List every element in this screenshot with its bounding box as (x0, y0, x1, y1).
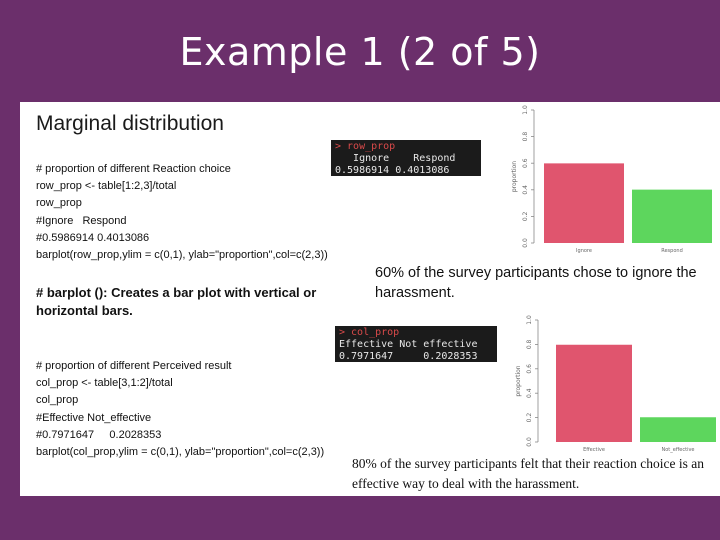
y-tick-label: 0.0 (522, 238, 529, 248)
code-line: #0.5986914 0.4013086 (36, 231, 150, 244)
category-label: Effective (583, 447, 605, 453)
y-axis-label: proportion (511, 161, 518, 192)
barplot-svg: 0.0 0.2 0.4 0.6 0.8 1.0 proportion Ignore Respon… (511, 105, 712, 254)
y-tick-label: 0.6 (522, 158, 529, 168)
console-prompt: > row_prop (335, 141, 396, 152)
code-line: #0.7971647 0.2028353 (36, 428, 162, 441)
console-values: 0.7971647 0.2028353 (339, 351, 478, 362)
y-tick-label: 0.2 (526, 413, 533, 423)
y-tick-label: 0.2 (522, 211, 529, 221)
bar (544, 163, 624, 243)
code-line: barplot(row_prop,ylim = c(0,1), ylab="pr… (36, 249, 328, 262)
y-tick-label: 0.4 (526, 388, 533, 398)
y-axis-label: proportion (515, 365, 522, 396)
footer-bar (0, 496, 720, 540)
slide-title: Example 1 (2 of 5) (179, 30, 541, 74)
code-block-col-prop: # proportion of different Perceived resu… (36, 358, 324, 461)
bar (632, 189, 712, 243)
code-line: row_prop (36, 197, 82, 210)
caption-perceived: 80% of the survey participants felt that… (352, 456, 704, 491)
category-label: Respond (661, 248, 683, 254)
console-header: Effective Not effective (339, 339, 478, 350)
y-tick-label: 0.0 (526, 437, 533, 447)
y-tick-label: 0.8 (526, 339, 533, 349)
console-values: 0.5986914 0.4013086 (335, 165, 450, 176)
code-line: # proportion of different Perceived resu… (36, 360, 232, 372)
console-prompt: > col_prop (339, 327, 400, 338)
bar (640, 417, 716, 442)
y-tick-label: 0.8 (522, 132, 529, 142)
code-line: col_prop <- table[3,1:2]/total (36, 377, 173, 390)
code-line: # proportion of different Reaction choic… (36, 163, 231, 175)
console-output-row-prop: > row_prop Ignore Respond 0.5986914 0.40… (331, 140, 481, 176)
code-line: row_prop <- table[1:2,3]/total (36, 180, 177, 193)
y-tick-label: 1.0 (522, 105, 529, 115)
y-tick-label: 1.0 (526, 315, 533, 325)
barplot-reaction-choice: 0.0 0.2 0.4 0.6 0.8 1.0 proportion Ignore Respon… (494, 102, 720, 260)
slide-content: Marginal distribution # proportion of di… (20, 102, 720, 496)
console-header: Ignore Respond (335, 153, 456, 164)
y-tick-label: 0.6 (526, 364, 533, 374)
code-line: #Effective Not_effective (36, 411, 152, 424)
category-label: Not_effective (662, 447, 695, 453)
barplot-perceived-result: 0.0 0.2 0.4 0.6 0.8 1.0 proportion Effective Not… (498, 312, 720, 454)
bar (556, 344, 632, 442)
barplot-note: # barplot (): Creates a bar plot with ve… (36, 285, 317, 318)
category-label: Ignore (576, 248, 592, 254)
y-tick-label: 0.4 (522, 185, 529, 195)
barplot-svg: 0.0 0.2 0.4 0.6 0.8 1.0 proportion Effective Not… (515, 315, 716, 453)
code-line: #Ignore Respond (36, 214, 127, 227)
console-output-col-prop: > col_prop Effective Not effective 0.797… (335, 326, 497, 362)
code-line: barplot(col_prop,ylim = c(0,1), ylab="pr… (36, 446, 325, 459)
section-heading: Marginal distribution (36, 112, 224, 135)
caption-reaction: 60% of the survey participants chose to … (375, 265, 697, 301)
title-bar: Example 1 (2 of 5) (0, 0, 720, 102)
code-block-row-prop: # proportion of different Reaction choic… (36, 161, 328, 264)
code-line: col_prop (36, 394, 79, 407)
